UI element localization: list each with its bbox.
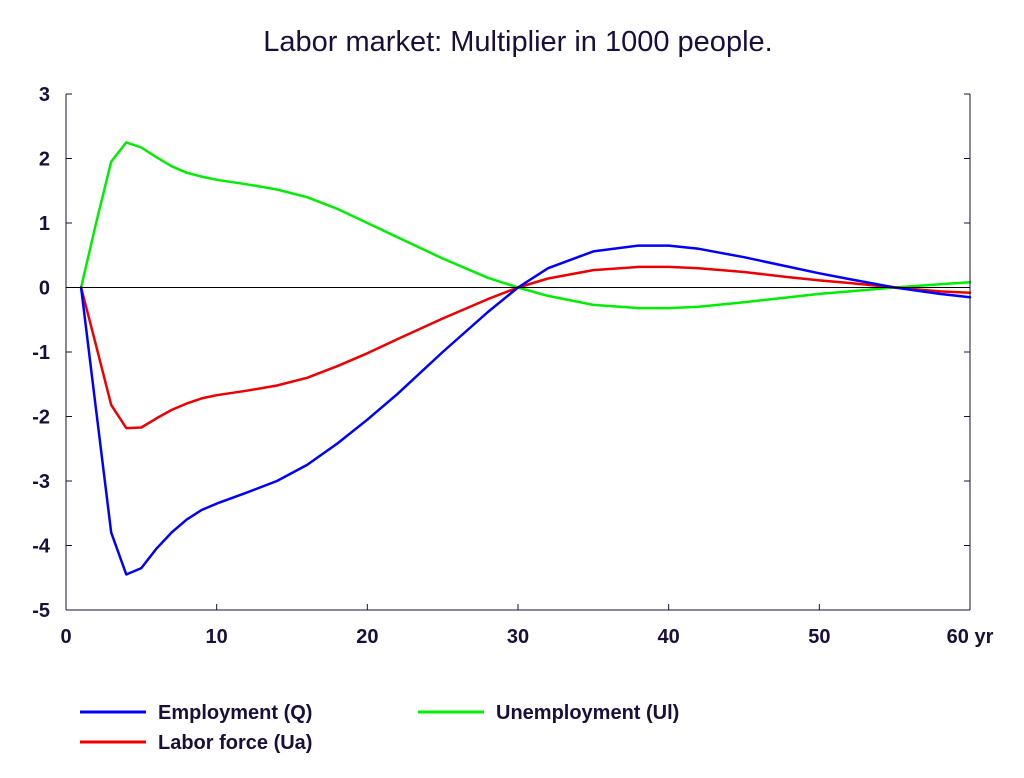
series-line-unemployment-ul — [79, 141, 972, 310]
y-tick-label: -3 — [32, 471, 50, 493]
y-tick-label: 1 — [39, 213, 50, 235]
x-tick-label: 0 — [60, 626, 71, 648]
x-tick-label: 30 — [507, 626, 529, 648]
y-tick-label: -2 — [32, 407, 50, 429]
y-tick-label: 0 — [39, 278, 50, 300]
y-tick-label: 3 — [39, 84, 50, 106]
x-tick-label: 10 — [206, 626, 228, 648]
series-line-employment-q — [79, 244, 972, 576]
legend: Employment (Q) Unemployment (Ul) Labor f… — [80, 702, 679, 754]
series-lines — [79, 141, 972, 576]
y-tick-label: -1 — [32, 342, 50, 364]
y-tick-label: -4 — [32, 536, 51, 558]
legend-label-unemployment: Unemployment (Ul) — [496, 702, 679, 724]
x-tick-label: 50 — [808, 626, 830, 648]
legend-label-labor-force: Labor force (Ua) — [158, 732, 312, 754]
y-tick-label: 2 — [39, 149, 50, 171]
axis-ticks — [65, 93, 971, 611]
y-tick-label: -5 — [32, 600, 50, 622]
chart-title: Labor market: Multiplier in 1000 people. — [263, 26, 772, 58]
x-tick-label: 60 yr — [947, 626, 994, 648]
x-tick-label: 40 — [658, 626, 680, 648]
legend-label-employment: Employment (Q) — [158, 702, 312, 724]
x-tick-label: 20 — [356, 626, 378, 648]
series-line-labor-force-ua — [79, 265, 972, 430]
